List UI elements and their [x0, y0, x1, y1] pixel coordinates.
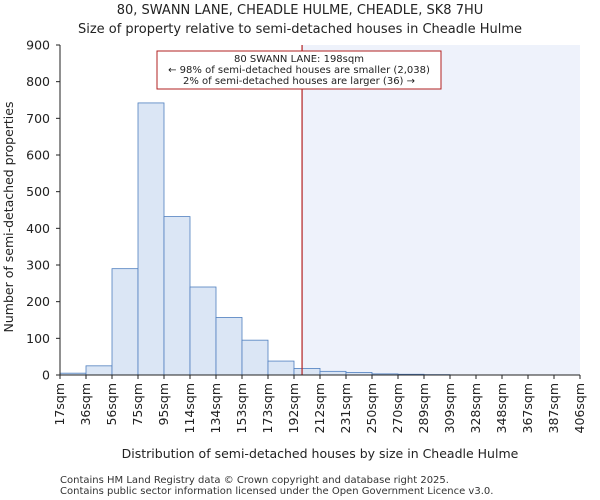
y-tick-label: 200 [26, 294, 50, 309]
footer-line-2: Contains public sector information licen… [60, 486, 493, 497]
x-tick-label: 289sqm [416, 383, 431, 433]
y-tick-label: 400 [26, 221, 50, 236]
marker-annotation: 80 SWANN LANE: 198sqm ← 98% of semi-deta… [156, 50, 442, 90]
x-tick-label: 56sqm [104, 383, 119, 426]
chart-title: 80, SWANN LANE, CHEADLE HULME, CHEADLE, … [117, 3, 484, 18]
x-tick-label: 17sqm [52, 383, 67, 426]
footer-line-1: Contains HM Land Registry data © Crown c… [60, 475, 449, 486]
y-axis: 0 100 200 300 400 500 600 700 800 900 [26, 38, 61, 383]
bar-173sqm [267, 360, 295, 376]
x-tick-label: 95sqm [156, 383, 171, 426]
bar-134sqm [215, 317, 243, 376]
x-tick-label: 367sqm [520, 383, 535, 433]
x-tick-label: 309sqm [442, 383, 457, 433]
x-tick-label: 328sqm [468, 383, 483, 433]
chart-subtitle: Size of property relative to semi-detach… [78, 22, 522, 37]
x-tick-label: 231sqm [338, 383, 353, 433]
x-tick-label: 36sqm [78, 383, 93, 426]
x-tick-label: 153sqm [234, 383, 249, 433]
bar-75sqm [137, 102, 165, 376]
larger-region-highlight [302, 45, 580, 375]
x-tick-label: 250sqm [364, 383, 379, 433]
y-tick-label: 700 [26, 111, 50, 126]
x-tick-label: 212sqm [312, 383, 327, 433]
x-tick-label: 270sqm [390, 383, 405, 433]
x-axis: 17sqm 36sqm 56sqm 75sqm 95sqm 114sqm 134sqm 153… [52, 374, 587, 433]
bar-153sqm [241, 339, 269, 376]
y-tick-label: 300 [26, 258, 50, 273]
bar-36sqm [85, 365, 113, 376]
x-tick-label: 114sqm [182, 383, 197, 433]
y-tick-label: 0 [42, 368, 50, 383]
y-tick-label: 600 [26, 148, 50, 163]
x-axis-label: Distribution of semi-detached houses by … [122, 446, 519, 461]
y-axis-label: Number of semi-detached properties [1, 102, 16, 333]
annotation-box [156, 50, 442, 90]
bar-114sqm [189, 286, 217, 376]
bar-212sqm [319, 370, 347, 376]
y-tick-label: 800 [26, 74, 50, 89]
y-tick-label: 500 [26, 184, 50, 199]
x-tick-label: 134sqm [208, 383, 223, 433]
y-tick-label: 900 [26, 38, 50, 53]
x-tick-label: 348sqm [494, 383, 509, 433]
annotation-line-1: 80 SWANN LANE: 198sqm [234, 54, 364, 65]
bar-95sqm [163, 216, 191, 376]
bars [59, 102, 451, 376]
x-tick-label: 173sqm [260, 383, 275, 433]
annotation-line-3: 2% of semi-detached houses are larger (3… [183, 76, 415, 87]
y-tick-label: 100 [26, 331, 50, 346]
bar-192sqm [293, 367, 321, 376]
annotation-line-2: ← 98% of semi-detached houses are smalle… [168, 65, 430, 76]
x-tick-label: 406sqm [572, 383, 587, 433]
x-tick-label: 75sqm [130, 383, 145, 426]
x-tick-label: 387sqm [546, 383, 561, 433]
bar-56sqm [111, 268, 139, 376]
x-tick-label: 192sqm [286, 383, 301, 433]
